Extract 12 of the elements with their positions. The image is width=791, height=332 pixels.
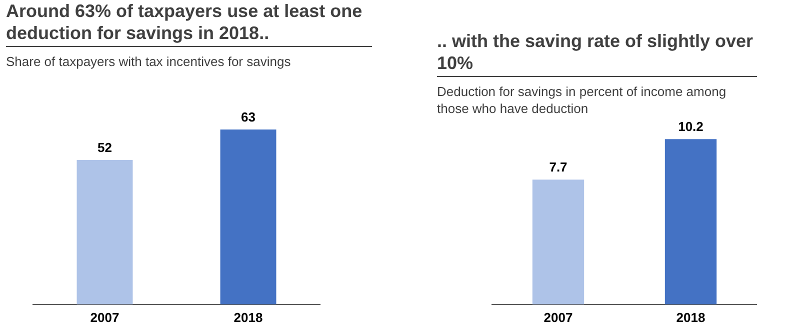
x-tick-label: 2018	[234, 310, 263, 325]
data-label: 52	[98, 140, 112, 156]
data-label: 7.7	[549, 160, 568, 175]
x-tick-label: 2007	[90, 310, 120, 325]
data-label: 10.2	[678, 119, 704, 134]
x-tick-label: 2018	[676, 310, 706, 325]
chart-title: .. with the saving rate of slightly over 10%	[437, 30, 757, 77]
chart-title: Around 63% of taxpayers use at least one deduction for savings in 2018..	[6, 0, 372, 47]
data-label: 63	[241, 110, 256, 125]
x-tick-label: 2007	[544, 310, 573, 325]
chart-subtitle: Deduction for savings in percent of income among those who have deduction	[437, 83, 728, 117]
chart-subtitle: Share of taxpayers with tax incentives for savings	[6, 53, 292, 70]
